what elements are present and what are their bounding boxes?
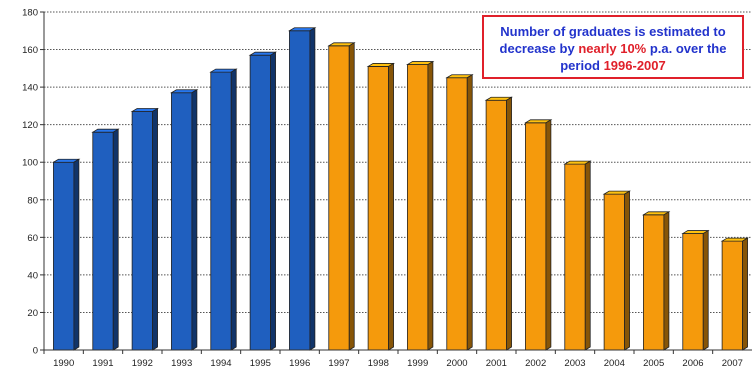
annotation-text-2: nearly 10% bbox=[578, 41, 647, 56]
annotation-text-4: 1996-2007 bbox=[603, 58, 666, 73]
bar bbox=[445, 74, 474, 351]
bar bbox=[287, 27, 317, 351]
bar-front bbox=[92, 131, 114, 351]
bar-front bbox=[525, 122, 547, 351]
bar-side bbox=[388, 62, 394, 351]
x-tick-label: 1992 bbox=[132, 358, 153, 369]
bar bbox=[366, 62, 396, 351]
y-tick-label: 0 bbox=[33, 346, 38, 357]
x-tick-label: 2004 bbox=[604, 358, 625, 369]
bar-front bbox=[328, 45, 350, 351]
bar-side bbox=[73, 158, 80, 351]
bar-front bbox=[446, 77, 468, 351]
bar-side bbox=[309, 27, 316, 351]
x-tick-label: 2005 bbox=[643, 358, 664, 369]
x-tick-label: 1993 bbox=[171, 358, 192, 369]
x-tick-label: 2002 bbox=[525, 358, 546, 369]
bar bbox=[641, 211, 671, 351]
bar-side bbox=[230, 68, 237, 351]
y-tick-label: 120 bbox=[22, 120, 38, 131]
x-tick-label: 2000 bbox=[446, 358, 467, 369]
y-axis-ticks: 0 20 40 60 80 100 120 140 160 180 bbox=[22, 8, 44, 357]
bar bbox=[91, 128, 120, 351]
x-tick-label: 1999 bbox=[407, 358, 428, 369]
x-tick-label: 1995 bbox=[250, 358, 271, 369]
bar-side bbox=[348, 42, 355, 351]
grid-lines bbox=[44, 11, 752, 313]
x-axis-ticks: 1990 1991 1992 1993 1994 1995 1996 1997 1998 1999… bbox=[43, 350, 743, 369]
annotation-text-3: p.a. over the period bbox=[560, 41, 727, 73]
bar-front bbox=[249, 54, 271, 351]
bar-side bbox=[112, 128, 119, 351]
x-tick-label: 2003 bbox=[564, 358, 585, 369]
bar-front bbox=[407, 64, 429, 351]
x-tick-label: 1991 bbox=[92, 358, 113, 369]
bar bbox=[523, 119, 553, 351]
bar-front bbox=[210, 71, 232, 351]
x-tick-label: 1990 bbox=[53, 358, 74, 369]
bar-front bbox=[53, 161, 75, 351]
x-tick-label: 2007 bbox=[722, 358, 743, 369]
bar-front bbox=[131, 111, 153, 351]
bar-side bbox=[742, 237, 748, 351]
y-tick-label: 40 bbox=[27, 270, 38, 281]
bar-front bbox=[682, 233, 704, 351]
bar bbox=[130, 107, 160, 351]
bar bbox=[405, 60, 435, 351]
bar-front bbox=[289, 30, 311, 351]
y-tick-label: 100 bbox=[22, 158, 38, 169]
chart-annotation: Number of graduates is estimated to decr… bbox=[482, 15, 744, 79]
bar bbox=[209, 68, 238, 351]
bar bbox=[51, 158, 81, 351]
bar-side bbox=[506, 96, 512, 351]
bar-side bbox=[466, 74, 473, 351]
bar-front bbox=[367, 66, 389, 351]
bar-side bbox=[427, 60, 434, 351]
bar-side bbox=[191, 89, 198, 351]
bar-side bbox=[270, 51, 276, 351]
bar bbox=[248, 51, 278, 351]
y-tick-label: 60 bbox=[27, 233, 38, 244]
bar bbox=[169, 89, 199, 351]
bar-front bbox=[603, 193, 625, 351]
bar-side bbox=[584, 160, 591, 351]
x-tick-label: 1996 bbox=[289, 358, 310, 369]
bar-side bbox=[545, 119, 552, 351]
x-tick-label: 2001 bbox=[486, 358, 507, 369]
bar-front bbox=[564, 163, 586, 351]
y-tick-label: 140 bbox=[22, 83, 38, 94]
annotation-text-1: Number of graduates is estimated to decr… bbox=[499, 24, 726, 56]
bar-side bbox=[624, 190, 630, 351]
bar bbox=[720, 237, 750, 351]
bars bbox=[51, 27, 750, 351]
y-tick-label: 20 bbox=[27, 308, 38, 319]
bar bbox=[484, 96, 514, 351]
y-tick-label: 180 bbox=[22, 8, 38, 19]
bar-front bbox=[643, 214, 665, 351]
bar-front bbox=[171, 92, 193, 351]
x-tick-label: 1997 bbox=[328, 358, 349, 369]
bar bbox=[563, 160, 592, 351]
bar-side bbox=[702, 229, 709, 351]
y-tick-label: 80 bbox=[27, 195, 38, 206]
x-tick-label: 1998 bbox=[368, 358, 389, 369]
x-tick-label: 1994 bbox=[210, 358, 231, 369]
bar-front bbox=[721, 240, 743, 351]
bar-side bbox=[152, 107, 158, 351]
bar-side bbox=[663, 211, 670, 351]
bar bbox=[681, 229, 710, 351]
x-tick-label: 2006 bbox=[682, 358, 703, 369]
y-tick-label: 160 bbox=[22, 45, 38, 56]
bar-front bbox=[485, 99, 507, 351]
bar bbox=[602, 190, 632, 351]
bar bbox=[327, 42, 356, 351]
